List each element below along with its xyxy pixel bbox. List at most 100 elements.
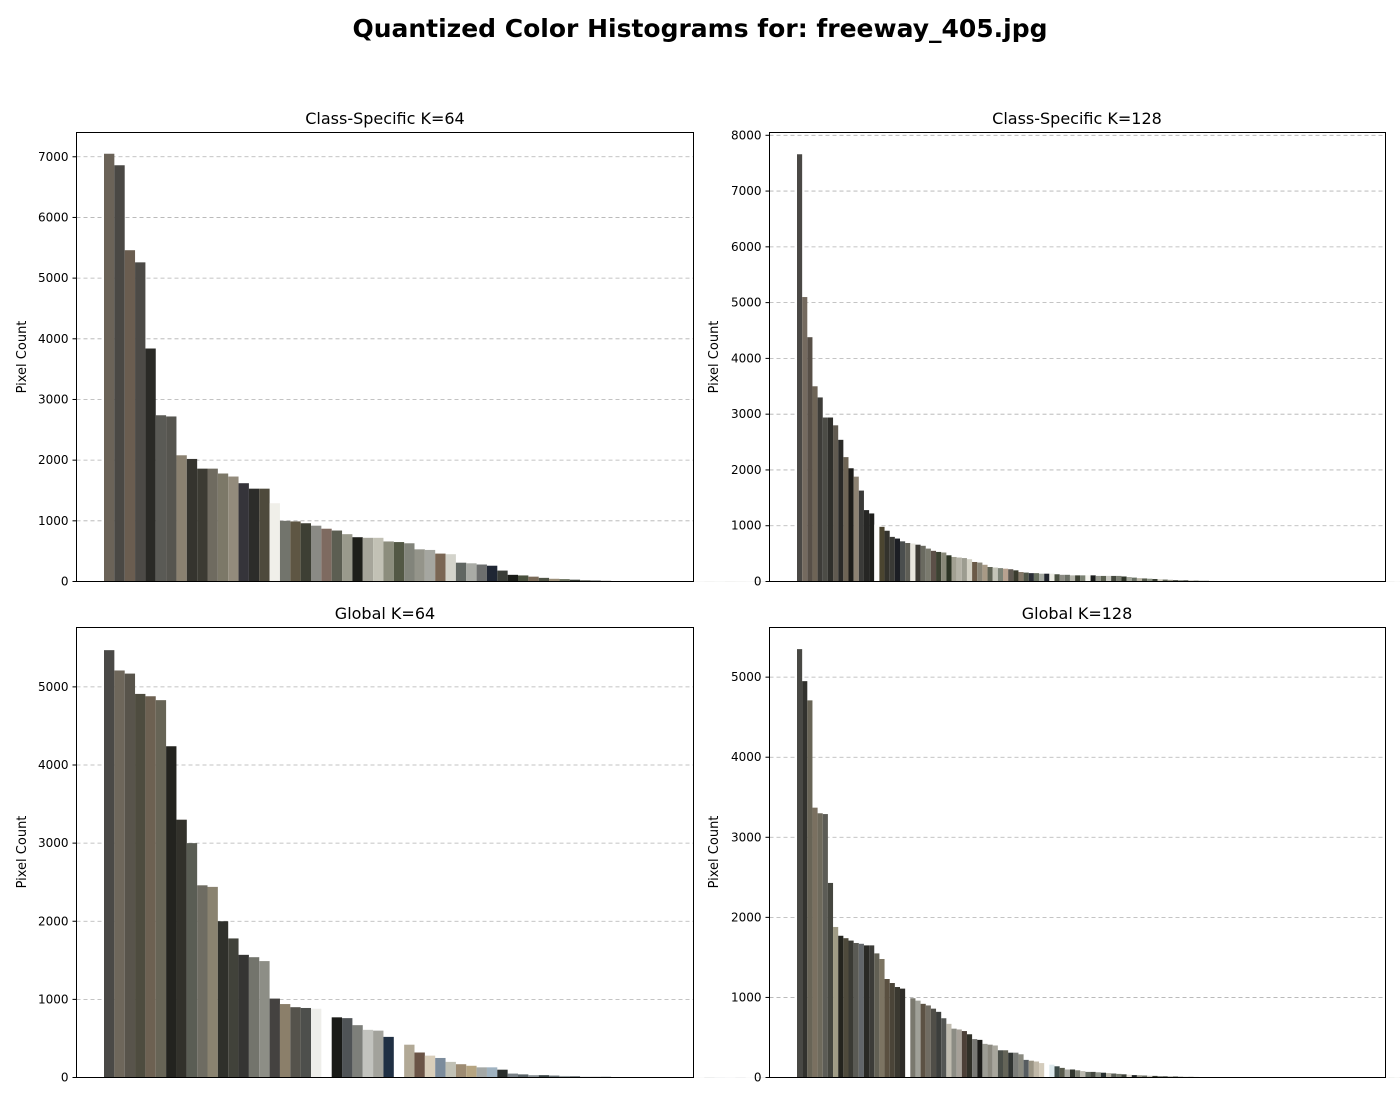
bar <box>843 457 849 582</box>
y-tick-label: 3000 <box>38 392 69 406</box>
bar <box>238 954 249 1078</box>
bar <box>124 673 136 1078</box>
bar <box>1023 572 1029 582</box>
plot-frame <box>76 132 694 582</box>
bar <box>992 1045 998 1078</box>
bar <box>1018 1054 1024 1078</box>
bar <box>797 154 803 582</box>
y-tick-label: 6000 <box>731 240 762 254</box>
bar <box>1142 578 1148 582</box>
bar <box>528 1075 539 1078</box>
bar <box>1136 578 1143 582</box>
bar <box>1152 578 1158 582</box>
bar <box>507 1073 518 1078</box>
bar <box>528 576 539 582</box>
bar <box>414 549 425 582</box>
bar <box>874 953 880 1078</box>
y-tick-label: 4000 <box>731 351 762 365</box>
y-tick-label: 1000 <box>731 990 762 1004</box>
bar <box>186 458 198 582</box>
bar <box>869 945 875 1078</box>
bar <box>997 1050 1003 1078</box>
bar <box>538 1075 550 1078</box>
bar <box>1085 1071 1091 1078</box>
bar <box>518 575 529 582</box>
bar <box>1028 573 1034 582</box>
bar <box>362 537 374 582</box>
bar <box>951 1028 957 1078</box>
bar <box>559 1075 570 1078</box>
bar <box>853 476 859 582</box>
bar <box>879 526 885 582</box>
bar <box>910 543 916 582</box>
bar <box>894 987 900 1078</box>
bar <box>827 882 834 1078</box>
bar <box>507 574 518 582</box>
bar <box>1106 575 1112 582</box>
figure-title: Quantized Color Histograms for: freeway_… <box>352 14 1048 43</box>
bar <box>956 1029 962 1078</box>
bar <box>884 979 890 1078</box>
bar <box>104 650 115 1078</box>
bar <box>802 297 808 582</box>
bar <box>987 567 993 582</box>
bar <box>1157 1076 1163 1078</box>
bar <box>414 1052 425 1078</box>
bar <box>300 1007 311 1078</box>
y-tick-label: 2000 <box>38 453 69 467</box>
bar <box>910 998 916 1078</box>
bar <box>486 565 498 582</box>
bar <box>424 1055 436 1078</box>
bar <box>1064 1069 1070 1078</box>
bar <box>269 503 280 582</box>
bar <box>228 938 239 1078</box>
bar <box>497 1069 508 1078</box>
plot-frame <box>76 627 694 1078</box>
y-tick-label: 2000 <box>38 914 69 928</box>
bar <box>166 746 177 1078</box>
bar <box>1121 576 1127 582</box>
bar <box>383 1036 394 1078</box>
bar <box>889 536 895 582</box>
bar <box>894 538 900 582</box>
y-tick-label: 0 <box>754 575 762 589</box>
bar <box>1023 1059 1029 1078</box>
bar <box>1039 573 1045 582</box>
bar <box>982 1043 988 1078</box>
bar <box>1085 575 1091 582</box>
bar <box>549 1075 560 1078</box>
bar <box>497 570 508 582</box>
bar <box>822 814 828 1078</box>
bar <box>925 1005 931 1078</box>
y-tick-label: 0 <box>61 575 69 589</box>
bar <box>145 348 156 582</box>
bar <box>1008 1052 1014 1078</box>
bar <box>331 1017 343 1078</box>
bars <box>797 154 1400 582</box>
bar <box>1003 1050 1009 1078</box>
y-tick-label: 4000 <box>38 332 69 346</box>
bar <box>176 819 187 1078</box>
bar <box>941 1018 947 1078</box>
y-tick-label: 8000 <box>731 128 762 142</box>
bar <box>1116 575 1122 582</box>
bar <box>1106 1073 1112 1078</box>
bar <box>176 455 187 582</box>
y-tick-label: 7000 <box>731 184 762 198</box>
bar <box>1013 1052 1019 1078</box>
bar <box>1095 1072 1101 1078</box>
bar <box>104 153 115 582</box>
bar <box>977 1039 983 1078</box>
bar <box>352 1025 363 1078</box>
y-tick-label: 2000 <box>731 463 762 477</box>
bar <box>455 1064 467 1078</box>
bar <box>1162 1076 1168 1078</box>
bar <box>1126 577 1132 582</box>
bar <box>1100 575 1106 582</box>
bar <box>987 1044 993 1078</box>
bar <box>1152 1075 1158 1078</box>
bar <box>915 544 921 582</box>
bar <box>843 938 849 1078</box>
y-tick-label: 1000 <box>38 514 69 528</box>
